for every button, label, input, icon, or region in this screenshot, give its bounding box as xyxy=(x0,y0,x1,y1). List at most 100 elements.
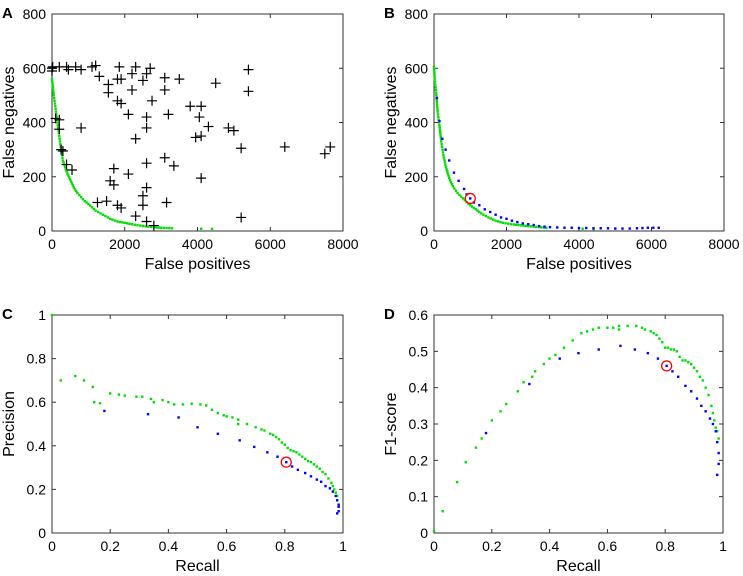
dot-marker xyxy=(68,176,71,179)
dot-marker xyxy=(130,223,134,226)
dot-marker xyxy=(462,187,466,191)
dot-marker xyxy=(433,70,436,73)
dot-marker xyxy=(657,226,660,229)
x-tick-label: 4000 xyxy=(182,236,213,252)
dot-marker xyxy=(611,326,615,329)
y-tick-label: 0.3 xyxy=(409,416,429,432)
dot-marker xyxy=(517,223,520,227)
y-tick-label: 0.5 xyxy=(409,343,429,359)
dot-marker xyxy=(496,220,500,223)
dot-marker xyxy=(438,126,441,129)
y-tick-label: 0 xyxy=(420,223,428,239)
plus-marker xyxy=(243,64,254,75)
plus-marker xyxy=(61,61,72,72)
dot-marker xyxy=(96,210,100,214)
dot-marker xyxy=(700,404,703,408)
dot-marker xyxy=(528,382,531,386)
y-tick-label: 200 xyxy=(23,169,47,185)
plus-marker xyxy=(137,190,148,201)
dot-marker xyxy=(433,80,437,84)
dot-marker xyxy=(635,324,638,328)
dot-marker xyxy=(432,68,436,71)
dot-marker xyxy=(128,222,131,225)
plus-marker xyxy=(163,109,174,120)
plus-marker xyxy=(236,212,247,223)
plus-marker xyxy=(148,220,159,231)
x-tick-label: 6000 xyxy=(636,236,667,252)
dot-marker xyxy=(469,204,472,207)
dot-marker xyxy=(434,83,437,86)
dot-marker xyxy=(436,108,439,111)
plus-marker xyxy=(67,164,78,175)
dot-marker xyxy=(438,119,441,123)
axes-box xyxy=(51,13,344,232)
dot-marker xyxy=(117,393,121,396)
plus-marker xyxy=(123,169,134,180)
plus-marker xyxy=(61,159,72,170)
dot-marker xyxy=(52,89,55,92)
dot-marker xyxy=(478,210,481,214)
dot-marker xyxy=(56,126,60,130)
plus-marker xyxy=(185,101,196,112)
dot-marker xyxy=(337,503,340,506)
dot-marker xyxy=(519,224,523,227)
dot-marker xyxy=(435,103,439,106)
dot-marker xyxy=(50,77,54,81)
dot-marker xyxy=(577,351,580,355)
dot-marker xyxy=(585,226,588,230)
dot-marker xyxy=(441,148,444,151)
panel-label: B xyxy=(384,5,395,22)
dot-marker xyxy=(562,346,566,349)
dot-marker xyxy=(51,80,54,83)
dot-marker xyxy=(435,96,439,100)
dot-marker xyxy=(177,416,180,419)
plus-marker xyxy=(116,98,127,109)
plus-marker xyxy=(196,173,207,184)
x-tick-label: 0.6 xyxy=(598,538,618,554)
dot-marker xyxy=(456,191,459,195)
dot-marker xyxy=(205,404,208,407)
dot-marker xyxy=(649,330,652,333)
dot-marker xyxy=(499,220,502,224)
dot-marker xyxy=(168,226,171,230)
dot-marker xyxy=(643,328,647,331)
x-axis-label: Recall xyxy=(556,558,600,575)
panel-a: A 0 2000 4000 6000 8000 0 200 400 600 800 False pos… xyxy=(1,5,359,273)
plus-marker xyxy=(147,95,158,106)
y-axis-label: F1-score xyxy=(383,392,400,455)
dot-marker xyxy=(483,208,486,211)
x-tick-label: 8000 xyxy=(327,236,358,252)
x-tick-label: 0.8 xyxy=(655,538,675,554)
dot-marker xyxy=(470,205,474,208)
x-tick-label: 0.6 xyxy=(217,538,237,554)
dot-marker xyxy=(656,357,660,360)
dot-marker xyxy=(139,224,142,227)
dot-marker xyxy=(62,161,65,164)
dot-marker xyxy=(136,223,139,227)
dot-marker xyxy=(652,331,655,335)
dot-marker xyxy=(692,366,696,369)
dot-marker xyxy=(633,348,637,351)
dot-marker xyxy=(597,326,600,329)
dot-marker xyxy=(482,213,485,216)
dot-marker xyxy=(437,115,440,119)
dot-marker xyxy=(440,145,444,149)
dot-marker xyxy=(335,494,339,498)
y-tick-label: 200 xyxy=(405,169,429,185)
dot-marker xyxy=(446,172,450,175)
dot-marker xyxy=(260,428,263,431)
dot-marker xyxy=(464,460,467,464)
dot-marker xyxy=(455,480,459,484)
dot-marker xyxy=(441,151,445,154)
dot-marker xyxy=(83,199,86,203)
dot-marker xyxy=(290,465,294,468)
dot-marker xyxy=(296,468,300,471)
dot-marker xyxy=(53,99,56,102)
dot-marker xyxy=(534,225,538,229)
dot-marker xyxy=(289,448,292,452)
data-series xyxy=(432,65,548,229)
dot-marker xyxy=(271,433,275,437)
dot-marker xyxy=(461,197,465,200)
dot-marker xyxy=(443,161,447,164)
dot-marker xyxy=(106,216,109,219)
